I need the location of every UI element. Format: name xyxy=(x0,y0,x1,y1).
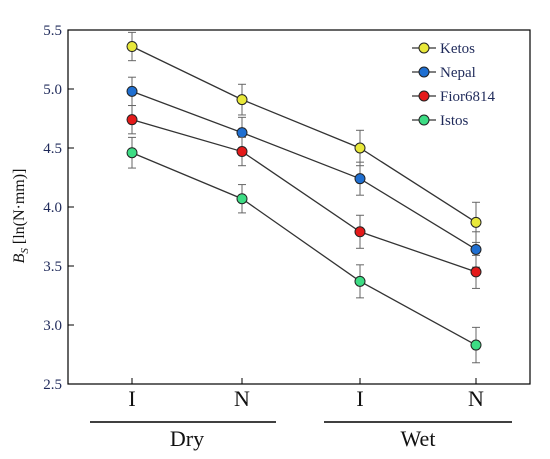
group-label: Wet xyxy=(401,426,436,451)
axes xyxy=(67,29,531,385)
data-point xyxy=(236,193,248,205)
x-tick-label: N xyxy=(234,386,250,411)
series xyxy=(126,31,482,243)
legend-marker xyxy=(418,42,430,54)
legend-label: Istos xyxy=(440,113,469,129)
data-point xyxy=(354,275,366,287)
group-labels: Dry Wet xyxy=(90,421,512,451)
data-point xyxy=(236,94,248,106)
data-point xyxy=(470,216,482,228)
series-line xyxy=(131,90,477,251)
y-axis-label-main: B xyxy=(11,253,28,263)
data-point xyxy=(236,146,248,158)
series xyxy=(126,136,482,364)
data-point xyxy=(470,243,482,255)
y-tick-label: 3.5 xyxy=(43,259,62,275)
plot-frame xyxy=(67,29,531,385)
legend-marker xyxy=(418,90,430,102)
data-point xyxy=(354,226,366,238)
legend-label: Fior6814 xyxy=(440,89,496,105)
series-layer xyxy=(126,31,482,364)
series xyxy=(126,105,482,289)
data-point xyxy=(354,173,366,185)
data-point xyxy=(126,41,138,53)
data-point xyxy=(354,142,366,154)
data-point xyxy=(126,114,138,126)
y-tick-labels: 2.5 3.0 3.5 4.0 4.5 5.0 5.5 xyxy=(43,23,62,393)
y-tick-label: 5.0 xyxy=(43,82,62,98)
series-line xyxy=(131,45,477,223)
y-axis-label-sub: S xyxy=(19,248,31,254)
series-line xyxy=(131,152,477,346)
y-axis-label-unit: [ln(N·mm)] xyxy=(11,169,28,249)
y-tick-label: 4.5 xyxy=(43,141,62,157)
y-tick-label: 3.0 xyxy=(43,318,62,334)
data-point xyxy=(470,339,482,351)
y-axis-label: BS [ln(N·mm)] xyxy=(11,169,31,264)
legend-label: Nepal xyxy=(440,65,476,81)
legend-marker xyxy=(418,114,430,126)
y-tick-label: 4.0 xyxy=(43,200,62,216)
data-point xyxy=(126,147,138,159)
data-point xyxy=(470,266,482,278)
x-tick-label: N xyxy=(468,386,484,411)
y-tick-label: 5.5 xyxy=(43,23,62,39)
data-point xyxy=(236,127,248,139)
series-line xyxy=(131,119,477,273)
legend-marker xyxy=(418,66,430,78)
legend: Ketos Nepal Fior6814 Istos xyxy=(412,41,496,129)
y-tick-label: 2.5 xyxy=(43,377,62,393)
group-label: Dry xyxy=(170,426,204,451)
legend-label: Ketos xyxy=(440,41,475,57)
data-point xyxy=(126,85,138,97)
x-tick-label: I xyxy=(356,386,363,411)
x-tick-label: I xyxy=(128,386,135,411)
